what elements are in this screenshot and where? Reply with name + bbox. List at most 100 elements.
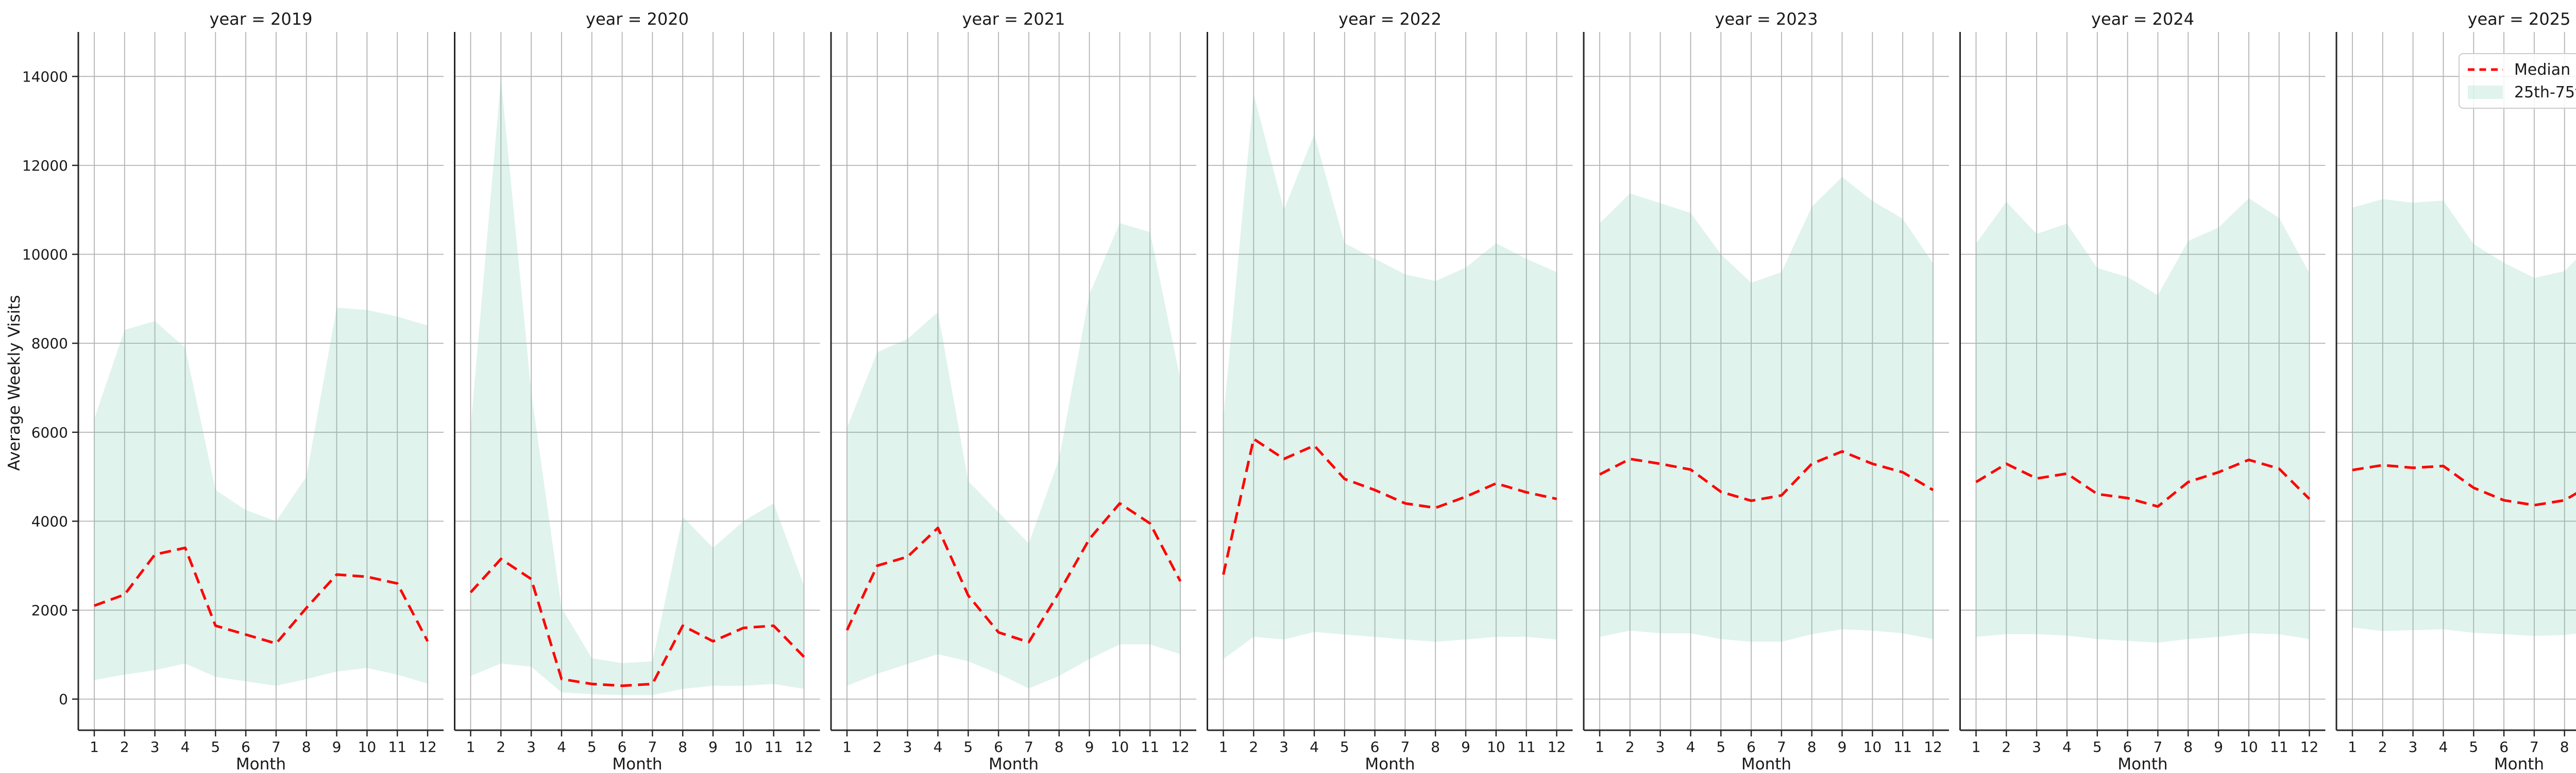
x-tick-label: 12 [1548, 738, 1566, 755]
x-tick-label: 5 [963, 738, 973, 755]
legend-label-band: 25th-75th Percentile [2514, 83, 2576, 102]
x-tick-label: 5 [1716, 738, 1725, 755]
x-tick-label: 1 [1219, 738, 1228, 755]
median-line-2019 [94, 546, 429, 645]
x-axis-label: Month [2117, 755, 2167, 773]
median-line-2021 [845, 502, 1182, 644]
x-tick-label: 11 [1141, 738, 1159, 755]
x-tick-label: 6 [618, 738, 627, 755]
y-tick-label: 10000 [22, 246, 68, 263]
x-tick-label: 2 [1625, 738, 1635, 755]
x-tick-label: 3 [903, 738, 912, 755]
y-axis-label: Average Weekly Visits [5, 295, 24, 471]
y-tick-label: 2000 [31, 602, 68, 619]
y-tick-label: 6000 [31, 424, 68, 441]
x-tick-label: 8 [2183, 738, 2193, 755]
x-tick-label: 10 [358, 738, 377, 755]
x-axis-label: Month [1741, 755, 1791, 773]
percentile-band-2025 [2352, 199, 2576, 636]
x-tick-label: 7 [272, 738, 281, 755]
y-tick-label: 8000 [31, 335, 68, 352]
x-tick-label: 8 [1807, 738, 1817, 755]
x-tick-label: 7 [648, 738, 657, 755]
y-tick-label: 12000 [22, 157, 68, 174]
x-tick-label: 1 [2348, 738, 2357, 755]
x-tick-label: 3 [2409, 738, 2418, 755]
x-tick-label: 11 [388, 738, 406, 755]
x-tick-label: 6 [1747, 738, 1756, 755]
x-tick-label: 8 [678, 738, 687, 755]
x-tick-label: 1 [90, 738, 99, 755]
x-tick-label: 9 [1838, 738, 1847, 755]
x-tick-label: 3 [2032, 738, 2041, 755]
percentile-band-swatch [2468, 86, 2503, 99]
x-tick-label: 10 [1111, 738, 1129, 755]
x-tick-label: 8 [1431, 738, 1440, 755]
x-tick-label: 3 [1279, 738, 1289, 755]
x-tick-label: 7 [1400, 738, 1410, 755]
x-tick-label: 2 [1249, 738, 1258, 755]
x-tick-label: 10 [2240, 738, 2258, 755]
x-tick-label: 12 [1171, 738, 1190, 755]
panel-title-2024: year = 2024 [2091, 9, 2194, 29]
median-line-2022 [1222, 438, 1557, 575]
x-tick-label: 5 [211, 738, 220, 755]
legend-label-median: Median [2514, 60, 2571, 79]
x-tick-label: 4 [934, 738, 943, 755]
x-tick-label: 6 [241, 738, 250, 755]
x-tick-label: 4 [181, 738, 190, 755]
x-tick-label: 1 [466, 738, 476, 755]
median-line-swatch [2468, 68, 2503, 71]
x-tick-label: 1 [1972, 738, 1981, 755]
x-tick-label: 5 [587, 738, 597, 755]
percentile-band-2023 [1600, 177, 1933, 642]
x-tick-label: 4 [2062, 738, 2072, 755]
x-tick-label: 12 [1924, 738, 1942, 755]
x-tick-label: 12 [795, 738, 814, 755]
x-tick-label: 6 [994, 738, 1003, 755]
x-tick-label: 5 [1340, 738, 1349, 755]
x-tick-label: 8 [302, 738, 311, 755]
panel-title-2022: year = 2022 [1338, 9, 1442, 29]
x-tick-label: 2 [2002, 738, 2011, 755]
x-tick-label: 12 [418, 738, 437, 755]
x-tick-label: 10 [1487, 738, 1505, 755]
legend-item-median: Median [2468, 59, 2576, 80]
percentile-band-2021 [847, 223, 1180, 688]
x-axis-label: Month [612, 755, 662, 773]
x-axis-label: Month [989, 755, 1039, 773]
percentile-band-2022 [1223, 94, 1557, 659]
median-line-2025 [2352, 464, 2576, 507]
x-tick-label: 11 [1893, 738, 1912, 755]
x-tick-label: 9 [708, 738, 718, 755]
x-tick-label: 4 [1686, 738, 1696, 755]
panel-title-2019: year = 2019 [210, 9, 313, 29]
y-tick-label: 4000 [31, 513, 68, 530]
x-tick-label: 5 [2093, 738, 2102, 755]
x-axis-label: Month [2494, 755, 2544, 773]
panel-title-2021: year = 2021 [962, 9, 1065, 29]
panel-title-2023: year = 2023 [1715, 9, 1818, 29]
x-tick-label: 4 [1310, 738, 1319, 755]
panel-title-2020: year = 2020 [586, 9, 689, 29]
x-tick-label: 6 [2123, 738, 2132, 755]
legend-item-band: 25th-75th Percentile [2468, 81, 2576, 103]
x-tick-label: 9 [1085, 738, 1094, 755]
x-tick-label: 8 [2560, 738, 2569, 755]
x-tick-label: 2 [120, 738, 129, 755]
x-tick-label: 2 [873, 738, 882, 755]
y-tick-label: 14000 [22, 68, 68, 85]
x-tick-label: 7 [2530, 738, 2539, 755]
median-line-2024 [1975, 458, 2311, 508]
x-tick-label: 2 [496, 738, 505, 755]
x-tick-label: 3 [150, 738, 160, 755]
x-tick-label: 6 [2499, 738, 2509, 755]
percentile-band-2024 [1976, 198, 2310, 643]
y-tick-label: 0 [59, 691, 68, 708]
percentile-band-2020 [470, 78, 804, 695]
